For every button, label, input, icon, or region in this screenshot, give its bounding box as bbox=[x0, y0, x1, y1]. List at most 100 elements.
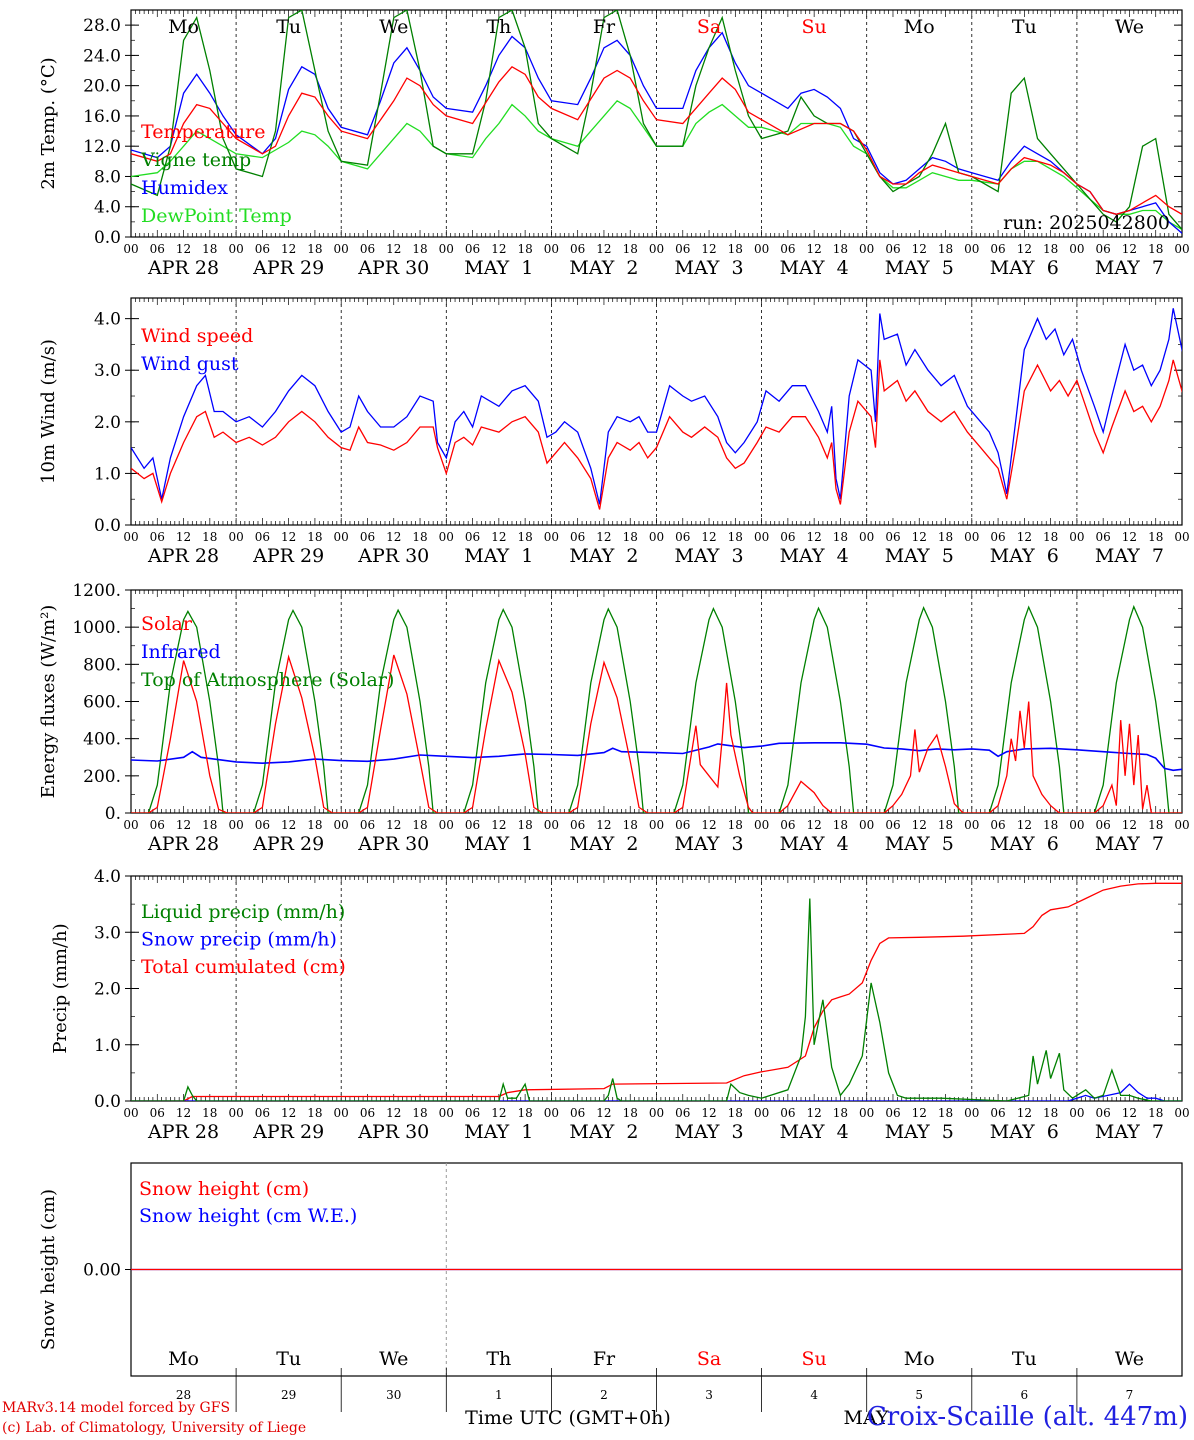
hour-label: 12 bbox=[912, 530, 927, 544]
hour-label: 12 bbox=[596, 818, 611, 832]
hour-label: 12 bbox=[701, 530, 716, 544]
hour-label: 18 bbox=[202, 818, 217, 832]
hour-label: 18 bbox=[623, 530, 638, 544]
hour-label: 00 bbox=[1174, 530, 1189, 544]
hour-label: 00 bbox=[123, 530, 138, 544]
hour-label: 12 bbox=[281, 530, 296, 544]
hour-label: 00 bbox=[544, 1106, 559, 1120]
hour-label: 06 bbox=[780, 1106, 795, 1120]
day-name: Tu bbox=[276, 1348, 301, 1370]
hour-label: 18 bbox=[1043, 530, 1058, 544]
hour-label: 18 bbox=[202, 242, 217, 256]
date-label: MAY 4 bbox=[780, 1121, 849, 1143]
hour-label: 00 bbox=[1069, 818, 1084, 832]
hour-label: 06 bbox=[255, 530, 270, 544]
lab-credit: (c) Lab. of Climatology, University of L… bbox=[2, 1420, 307, 1436]
hour-label: 18 bbox=[833, 1106, 848, 1120]
day-number: 28 bbox=[176, 1388, 191, 1402]
date-label: MAY 4 bbox=[780, 545, 849, 567]
y-axis-title: Precip (mm/h) bbox=[50, 923, 71, 1053]
date-label: MAY 6 bbox=[990, 1121, 1059, 1143]
date-label: MAY 4 bbox=[780, 833, 849, 855]
hour-label: 00 bbox=[859, 242, 874, 256]
hour-label: 12 bbox=[281, 1106, 296, 1120]
hour-label: 06 bbox=[465, 1106, 480, 1120]
station-label: Croix-Scaille (alt. 447m) bbox=[866, 1402, 1188, 1432]
date-label: MAY 7 bbox=[1095, 833, 1164, 855]
hour-label: 12 bbox=[807, 818, 822, 832]
time-axis-title: Time UTC (GMT+0h) bbox=[465, 1407, 671, 1429]
hour-label: 06 bbox=[255, 818, 270, 832]
hour-label: 06 bbox=[1096, 1106, 1111, 1120]
day-name: Tu bbox=[1012, 1348, 1037, 1370]
hour-label: 12 bbox=[386, 530, 401, 544]
hour-label: 00 bbox=[439, 530, 454, 544]
date-label: MAY 2 bbox=[569, 257, 638, 279]
hour-label: 18 bbox=[1148, 1106, 1163, 1120]
hour-label: 00 bbox=[439, 242, 454, 256]
date-label: APR 28 bbox=[147, 545, 219, 567]
hour-label: 12 bbox=[807, 530, 822, 544]
hour-label: 06 bbox=[570, 1106, 585, 1120]
hour-label: 18 bbox=[833, 818, 848, 832]
hour-label: 12 bbox=[1017, 530, 1032, 544]
hour-label: 00 bbox=[964, 242, 979, 256]
y-tick-label: 4.0 bbox=[94, 867, 121, 887]
y-tick-label: 12.0 bbox=[83, 137, 121, 157]
hour-label: 00 bbox=[439, 818, 454, 832]
hour-label: 00 bbox=[544, 818, 559, 832]
hour-label: 12 bbox=[176, 530, 191, 544]
day-name: Su bbox=[802, 1348, 827, 1370]
series-line bbox=[131, 308, 1182, 505]
hour-label: 00 bbox=[544, 242, 559, 256]
hour-label: 18 bbox=[728, 242, 743, 256]
panel-temp: 00 06 12 18 00 06 12 18 00 06 12 18 00 06 12 18 00 06 12 18… bbox=[38, 9, 1190, 279]
plot-frame bbox=[130, 589, 1183, 814]
hour-label: 06 bbox=[780, 818, 795, 832]
date-label: MAY 2 bbox=[569, 1121, 638, 1143]
hour-label: 06 bbox=[150, 530, 165, 544]
hour-label: 12 bbox=[596, 1106, 611, 1120]
date-label: MAY 3 bbox=[674, 1121, 743, 1143]
hour-label: 18 bbox=[1043, 818, 1058, 832]
hour-label: 06 bbox=[360, 530, 375, 544]
day-number: 29 bbox=[281, 1388, 296, 1402]
hour-label: 06 bbox=[255, 242, 270, 256]
hour-label: 00 bbox=[334, 242, 349, 256]
panel-energy: 00 06 12 18 00 06 12 18 00 06 12 18 00 06 12 18 00 06 12 18… bbox=[38, 581, 1190, 855]
hour-label: 12 bbox=[386, 242, 401, 256]
hour-label: 06 bbox=[360, 242, 375, 256]
hour-label: 00 bbox=[123, 242, 138, 256]
y-tick-label: 16.0 bbox=[83, 107, 121, 127]
hour-label: 06 bbox=[675, 530, 690, 544]
hour-label: 06 bbox=[675, 242, 690, 256]
hour-label: 18 bbox=[412, 530, 427, 544]
hour-label: 18 bbox=[938, 242, 953, 256]
y-tick-label: 2.0 bbox=[94, 413, 121, 433]
date-label: MAY 3 bbox=[674, 257, 743, 279]
day-number: 4 bbox=[810, 1388, 818, 1402]
date-label: MAY 7 bbox=[1095, 257, 1164, 279]
hour-label: 00 bbox=[1069, 1106, 1084, 1120]
panel-precip: 00 06 12 18 00 06 12 18 00 06 12 18 00 06 12 18 00 06 12 18… bbox=[50, 867, 1190, 1143]
legend-entry: Wind speed bbox=[141, 325, 253, 347]
date-label: APR 30 bbox=[357, 257, 429, 279]
date-label: APR 28 bbox=[147, 257, 219, 279]
hour-label: 18 bbox=[728, 530, 743, 544]
hour-label: 12 bbox=[281, 818, 296, 832]
y-tick-label: 0.0 bbox=[94, 228, 121, 248]
hour-label: 12 bbox=[176, 818, 191, 832]
hour-label: 00 bbox=[228, 818, 243, 832]
hour-label: 18 bbox=[517, 242, 532, 256]
day-name: Sa bbox=[697, 16, 721, 38]
y-tick-label: 1200. bbox=[72, 581, 121, 601]
day-name: Tu bbox=[1012, 16, 1037, 38]
hour-label: 12 bbox=[1122, 242, 1137, 256]
hour-label: 18 bbox=[202, 530, 217, 544]
hour-label: 06 bbox=[360, 818, 375, 832]
hour-label: 00 bbox=[1174, 242, 1189, 256]
day-name: Fr bbox=[593, 16, 616, 38]
day-name: Th bbox=[486, 16, 511, 38]
hour-label: 06 bbox=[990, 530, 1005, 544]
day-number: 2 bbox=[600, 1388, 608, 1402]
